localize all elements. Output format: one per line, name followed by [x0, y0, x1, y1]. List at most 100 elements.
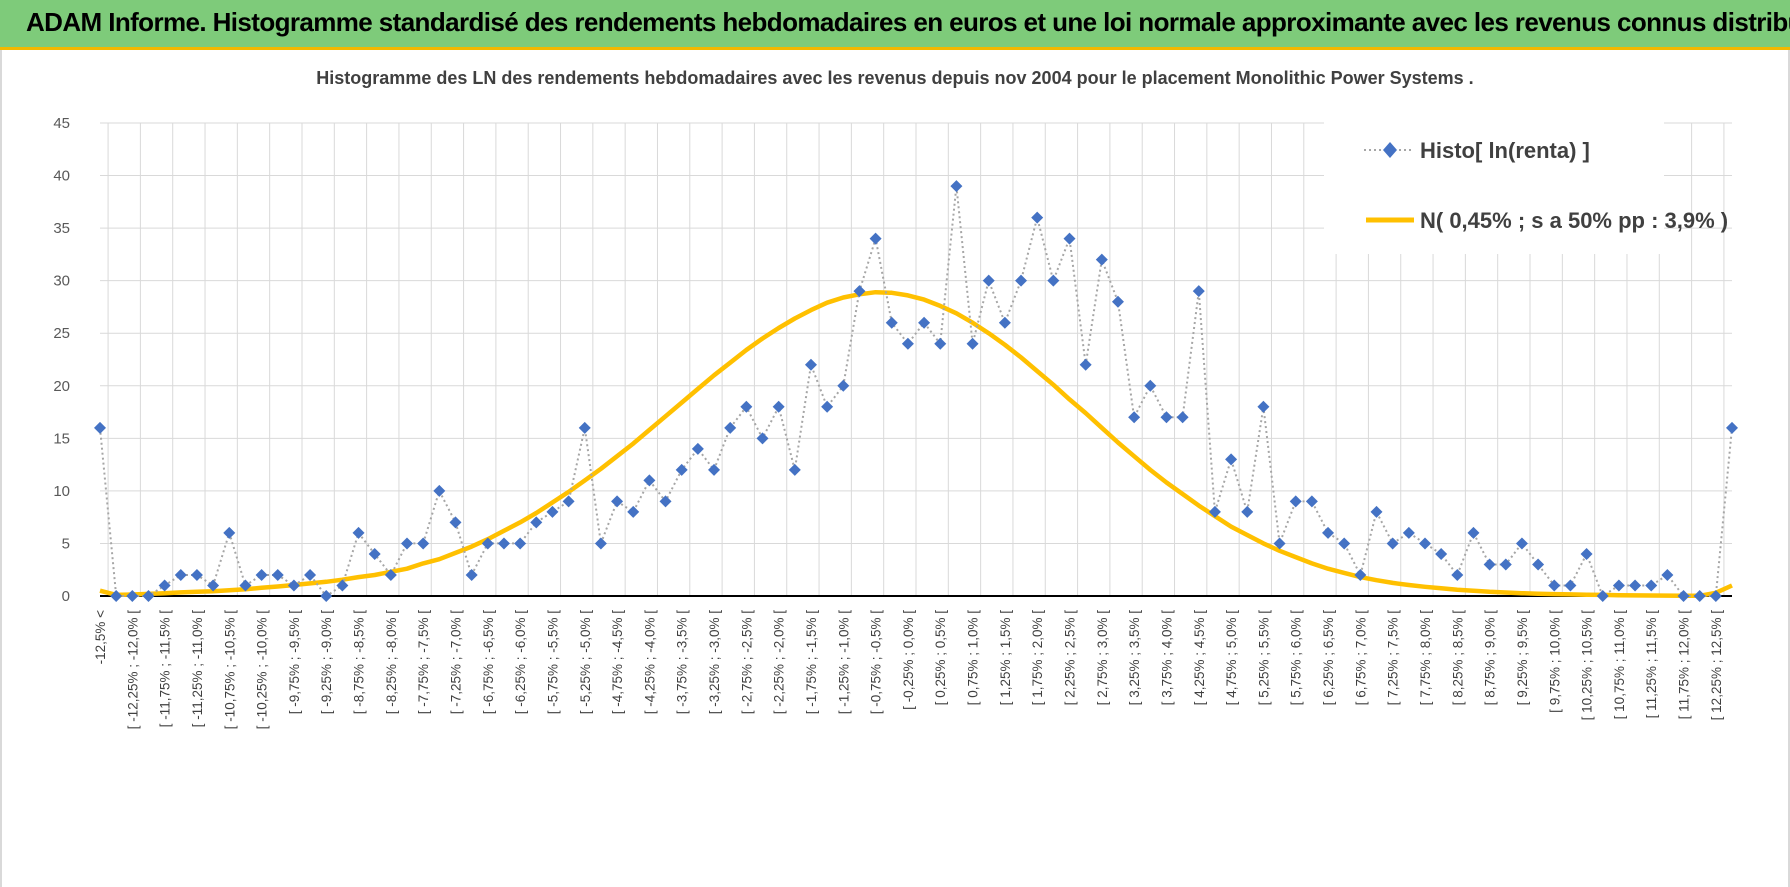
- x-tick-label: [ 6,25% ; 6,5% [: [1321, 610, 1336, 706]
- x-tick-label: [ 8,75% ; 9,0% [: [1483, 610, 1498, 706]
- histo-point: [368, 547, 381, 560]
- histo-point: [837, 379, 850, 392]
- histo-point: [1451, 568, 1464, 581]
- chart-legend: Histo[ ln(renta) ] N( 0,45% ; s a 50% pp…: [1324, 112, 1728, 254]
- histo-point: [1612, 579, 1625, 592]
- x-tick-label: [ 0,75% ; 1,0% [: [966, 610, 981, 706]
- x-tick-label: [ 11,75% ; 12,0% [: [1677, 610, 1692, 720]
- histo-point: [1322, 526, 1335, 539]
- histo-point: [772, 400, 785, 413]
- histo-point: [966, 337, 979, 350]
- x-tick-label: [ -7,25% ; -7,0% [: [448, 610, 463, 715]
- histo-point: [1063, 232, 1076, 245]
- histo-point: [708, 463, 721, 476]
- histo-point: [1241, 505, 1254, 518]
- histo-point: [1208, 505, 1221, 518]
- histo-point: [1095, 253, 1108, 266]
- histo-point: [1338, 537, 1351, 550]
- x-tick-label: [ -11,25% ; -11,0% [: [190, 610, 205, 728]
- histo-point: [1160, 411, 1173, 424]
- x-tick-label: [ 12,25% ; 12,5% [: [1709, 610, 1724, 721]
- histo-point: [94, 421, 106, 434]
- histo-point: [1031, 211, 1044, 224]
- histo-point: [804, 358, 817, 371]
- histo-point: [1532, 558, 1545, 571]
- histo-point: [1467, 526, 1480, 539]
- histo-point: [352, 526, 365, 539]
- histo-point: [1079, 358, 1092, 371]
- histo-point: [1483, 558, 1496, 571]
- x-tick-label: [ -0,75% ; -0,5% [: [869, 610, 884, 715]
- x-tick-label: [ 6,75% ; 7,0% [: [1353, 610, 1368, 706]
- x-tick-label: [ 5,25% ; 5,5% [: [1256, 610, 1271, 706]
- histo-point: [1257, 400, 1270, 413]
- x-tick-label: [ 8,25% ; 8,5% [: [1450, 610, 1465, 706]
- histo-point: [1225, 453, 1238, 466]
- x-tick-label: [ -5,75% ; -5,5% [: [545, 610, 560, 715]
- histo-point: [982, 274, 995, 287]
- x-tick-label: [ -8,75% ; -8,5% [: [352, 610, 367, 715]
- histo-point: [1370, 505, 1383, 518]
- histo-point: [514, 537, 527, 550]
- histo-point: [756, 432, 769, 445]
- histo-point: [433, 484, 446, 497]
- x-tick-label: [ -9,75% ; -9,5% [: [287, 610, 302, 715]
- histo-point: [1580, 547, 1593, 560]
- histo-point: [998, 316, 1011, 329]
- histo-point: [885, 316, 898, 329]
- histo-point: [724, 421, 737, 434]
- y-tick-label: 30: [53, 273, 70, 290]
- report-banner: ADAM Informe. Histogramme standardisé de…: [0, 0, 1790, 50]
- normal-curve-line: [99, 289, 1733, 599]
- x-tick-label: [ 9,25% ; 9,5% [: [1515, 610, 1530, 706]
- histo-point: [594, 537, 607, 550]
- histo-point: [611, 495, 624, 508]
- x-tick-label: [ 1,75% ; 2,0% [: [1030, 610, 1045, 706]
- histo-line: [99, 185, 1733, 598]
- histo-point: [1402, 526, 1415, 539]
- histo-point: [1645, 579, 1658, 592]
- x-tick-label: [ 1,25% ; 1,5% [: [998, 610, 1013, 706]
- x-tick-label: [ -3,75% ; -3,5% [: [675, 610, 690, 715]
- x-tick-label: [ -4,75% ; -4,5% [: [610, 610, 625, 715]
- y-tick-label: 45: [53, 115, 70, 132]
- x-tick-label: -12,5% <: [93, 610, 108, 665]
- y-tick-label: 10: [53, 483, 70, 500]
- histo-point: [691, 442, 704, 455]
- histo-point: [320, 590, 333, 602]
- histo-point: [1192, 285, 1205, 298]
- report-title: ADAM Informe. Histogramme standardisé de…: [26, 7, 1790, 37]
- x-tick-label: [ 10,25% ; 10,5% [: [1580, 610, 1595, 721]
- histo-point: [1289, 495, 1302, 508]
- legend-histo-label: Histo[ ln(renta) ]: [1420, 138, 1590, 163]
- histo-point: [562, 495, 575, 508]
- x-tick-label: [ -6,25% ; -6,0% [: [513, 610, 528, 715]
- histo-point: [1726, 421, 1738, 434]
- histo-point: [530, 516, 543, 529]
- histo-point: [1596, 590, 1609, 602]
- histo-point: [901, 337, 914, 350]
- histo-point: [950, 180, 963, 193]
- histo-point: [1144, 379, 1157, 392]
- histo-point: [304, 568, 317, 581]
- x-tick-label: [ -4,25% ; -4,0% [: [642, 610, 657, 715]
- x-tick-label: [ 11,25% ; 11,5% [: [1644, 610, 1659, 719]
- histo-point: [239, 579, 252, 592]
- y-tick-label: 0: [62, 588, 70, 605]
- legend-normal-label: N( 0,45% ; s a 50% pp : 3,9% ): [1420, 208, 1728, 233]
- histo-point: [1435, 547, 1448, 560]
- histo-point: [1047, 274, 1060, 287]
- histo-point: [384, 568, 397, 581]
- y-tick-label: 35: [53, 220, 70, 237]
- histo-point: [126, 590, 139, 602]
- x-tick-label: [ -3,25% ; -3,0% [: [707, 610, 722, 715]
- x-axis-ticks: -12,5% < [ -12,25% ; -12,0% [[ -11,75% ; …: [93, 610, 1724, 730]
- x-tick-label: [ -11,75% ; -11,5% [: [158, 610, 173, 728]
- histo-series: [94, 180, 1738, 602]
- histo-point: [255, 568, 268, 581]
- x-tick-label: [ 10,75% ; 11,0% [: [1612, 610, 1627, 720]
- histo-point: [1629, 579, 1642, 592]
- y-tick-label: 20: [53, 378, 70, 395]
- x-tick-label: [ -10,25% ; -10,0% [: [255, 610, 270, 730]
- histo-point: [659, 495, 672, 508]
